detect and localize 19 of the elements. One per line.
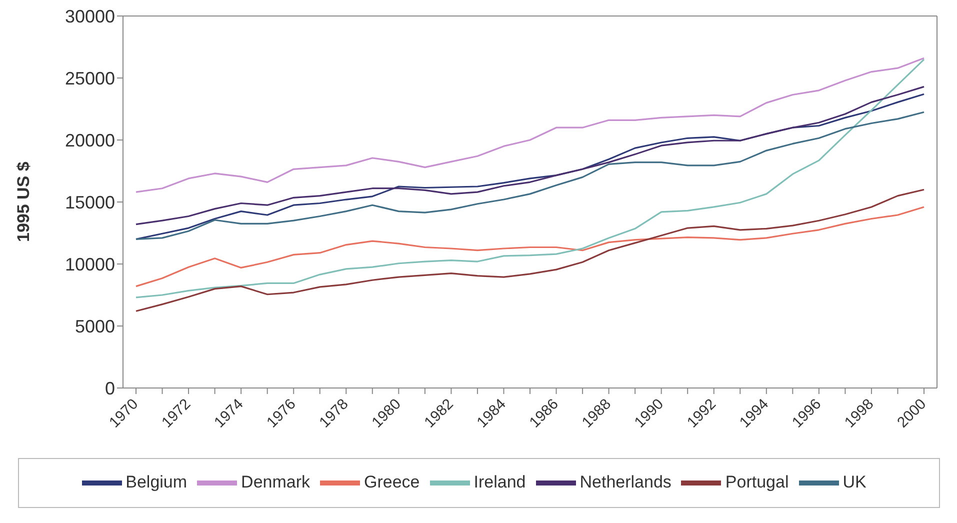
y-tick-label: 25000 [64,68,115,88]
legend-label: Ireland [474,472,526,492]
legend-label: Netherlands [580,472,672,492]
y-tick-label: 30000 [64,6,115,26]
line-series [135,188,925,312]
legend-label: Belgium [126,472,188,492]
y-tick-label: 15000 [64,192,115,212]
y-axis-title: 1995 US $ [14,161,34,242]
legend-label: Portugal [725,472,789,492]
y-tick-label: 0 [104,378,115,398]
y-tick-label: 5000 [74,316,115,336]
legend-label: Denmark [241,472,310,492]
line-series [135,58,925,298]
y-tick-label: 20000 [64,130,115,150]
legend-label: Greece [364,472,420,492]
legend-label: UK [842,472,866,492]
y-tick-label: 10000 [64,254,115,274]
line-series [135,206,925,288]
line-series [135,57,925,193]
